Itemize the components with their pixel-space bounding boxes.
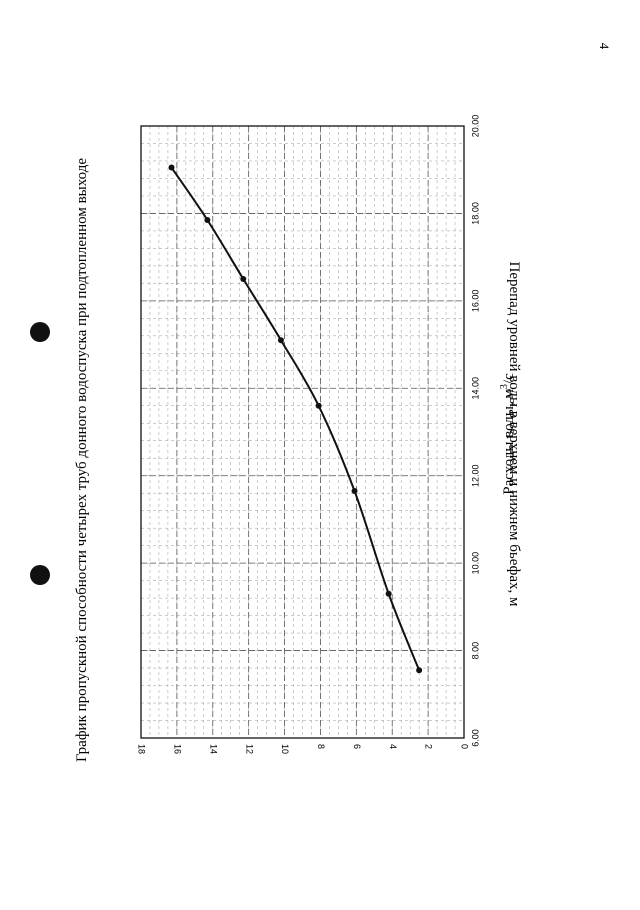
x-tick-label: 6.00 [470, 729, 480, 747]
plot-area: 0 2 4 6 8 10 12 14 16 18 6.00 8.00 10.00 12.00 14.00 16… [137, 115, 481, 754]
plot-frame [140, 125, 465, 739]
x-tick-label: 10.00 [470, 552, 480, 575]
x-axis-label: Расходы воды, м3/c [499, 373, 517, 495]
data-point [416, 667, 423, 674]
y-axis-label: Перепад уровней воды в верхнем и нижнем … [506, 262, 522, 607]
y-tick-label: 0 [460, 744, 470, 749]
y-tick-label: 18 [137, 744, 147, 754]
y-tick-label: 12 [244, 744, 254, 754]
data-point [351, 488, 358, 495]
data-point [168, 164, 175, 171]
y-tick-label: 6 [352, 744, 362, 749]
x-tick-label: 16.00 [470, 290, 480, 313]
y-tick-label: 10 [280, 744, 290, 754]
y-tick-label: 8 [316, 744, 326, 749]
x-tick-label: 12.00 [470, 464, 480, 487]
y-tick-label: 16 [173, 744, 183, 754]
x-axis-label-main: Расходы воды, м [501, 389, 517, 495]
y-tick-label: 2 [424, 744, 434, 749]
binder-hole-bottom [30, 565, 50, 585]
page-title: График пропускной способности четырех тр… [74, 158, 90, 762]
x-tick-label: 20.00 [470, 115, 480, 138]
x-tick-label: 8.00 [470, 642, 480, 660]
y-tick-label: 4 [388, 744, 398, 749]
data-point [204, 216, 211, 223]
series-line [170, 166, 421, 671]
data-point [277, 337, 284, 344]
data-point [240, 276, 247, 282]
x-tick-label: 14.00 [470, 377, 480, 400]
page-number: 4 [597, 43, 612, 50]
data-point [315, 402, 322, 409]
x-tick-label: 18.00 [470, 202, 480, 225]
y-tick-label: 14 [208, 744, 218, 754]
x-axis-label-unit: /c [501, 373, 517, 384]
data-point [385, 590, 392, 597]
x-axis-label-sup: 3 [499, 384, 510, 389]
binder-hole-top [30, 322, 50, 342]
